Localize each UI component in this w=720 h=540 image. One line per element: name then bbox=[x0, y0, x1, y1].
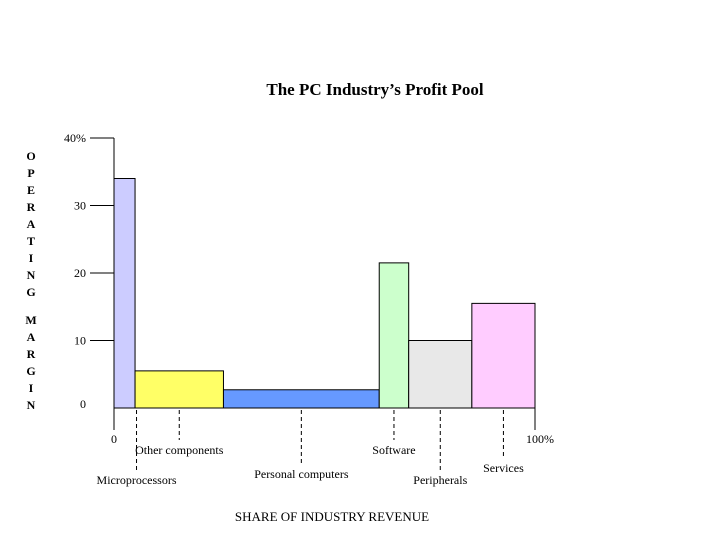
category-label: Peripherals bbox=[413, 473, 467, 487]
bar-other-components bbox=[134, 370, 224, 409]
bars bbox=[113, 178, 536, 409]
y-tick-label: 0 bbox=[80, 397, 86, 411]
y-axis-label-letter: O bbox=[26, 149, 35, 163]
y-axis-label-letter: E bbox=[27, 183, 35, 197]
x-tick-label: 0 bbox=[111, 432, 117, 446]
x-tick-label: 100% bbox=[526, 432, 554, 446]
tick-labels: 0 10 20 30 40% 0 100% bbox=[64, 131, 554, 446]
y-axis-label-letter: I bbox=[29, 381, 34, 395]
x-axis-label: SHARE OF INDUSTRY REVENUE bbox=[235, 509, 429, 524]
y-axis-label-letter: R bbox=[27, 347, 36, 361]
y-axis-label-letter: G bbox=[26, 364, 35, 378]
y-tick-label: 40% bbox=[64, 131, 86, 145]
bar-peripherals bbox=[408, 340, 473, 409]
y-axis-label-letter: N bbox=[27, 398, 36, 412]
y-axis-label-letter: N bbox=[27, 268, 36, 282]
y-axis-label-letter: A bbox=[27, 330, 36, 344]
y-axis-label-letter: M bbox=[25, 313, 36, 327]
chart-title: The PC Industry’s Profit Pool bbox=[266, 80, 484, 99]
y-axis-label-letter: R bbox=[27, 200, 36, 214]
category-label: Services bbox=[483, 461, 524, 475]
y-axis-label-letter: I bbox=[29, 251, 34, 265]
category-label: Personal computers bbox=[254, 467, 349, 481]
bar-software bbox=[378, 262, 410, 409]
y-tick-label: 20 bbox=[74, 266, 86, 280]
y-axis-label-letter: A bbox=[27, 217, 36, 231]
bar-microprocessors bbox=[113, 178, 136, 409]
bar-personal-computers bbox=[222, 389, 380, 409]
y-tick-label: 10 bbox=[74, 334, 86, 348]
y-tick-label: 30 bbox=[74, 199, 86, 213]
y-axis-label-letter: P bbox=[27, 166, 34, 180]
y-axis-label-letter: G bbox=[26, 285, 35, 299]
category-label: Software bbox=[372, 443, 415, 457]
category-label: Other components bbox=[135, 443, 224, 457]
y-axis-label-letter: T bbox=[27, 234, 35, 248]
category-labels: Microprocessors Other components Personal … bbox=[97, 410, 524, 487]
bar-services bbox=[471, 302, 536, 409]
category-label: Microprocessors bbox=[97, 473, 177, 487]
